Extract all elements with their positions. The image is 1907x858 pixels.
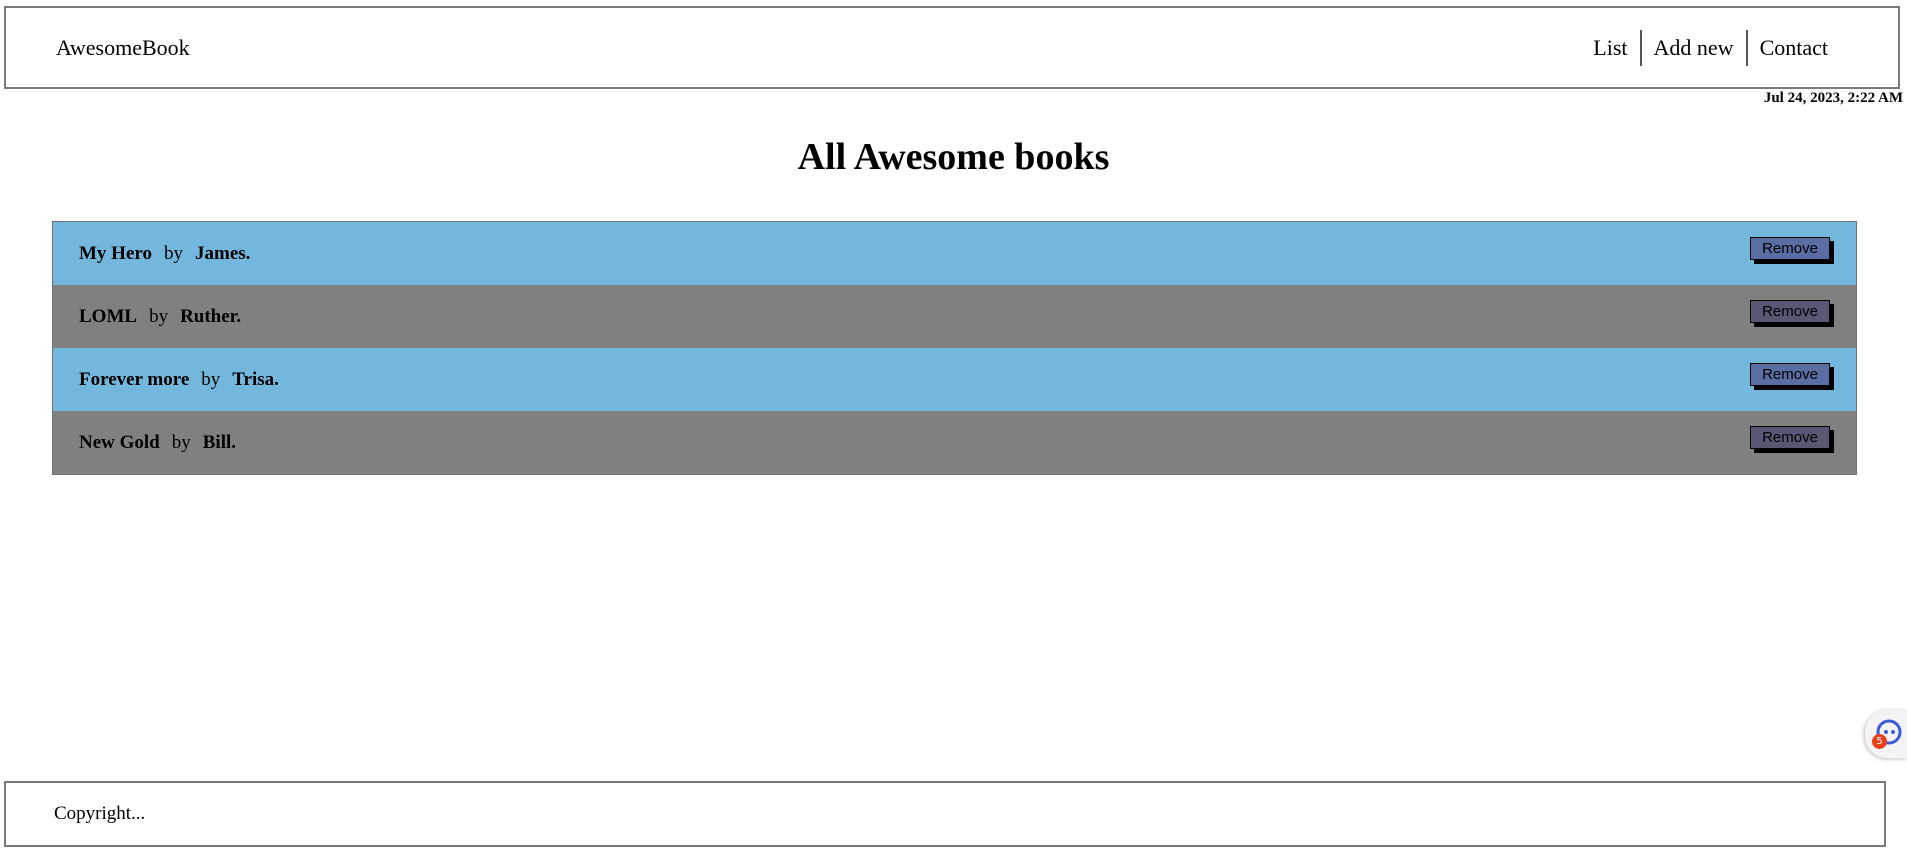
site-header: AwesomeBook List Add new Contact — [4, 6, 1900, 89]
book-by-label: by — [164, 242, 183, 264]
book-title: Forever more — [79, 368, 190, 390]
book-row: Forever more by Trisa. Remove — [53, 348, 1856, 411]
book-row: My Hero by James. Remove — [53, 222, 1856, 285]
site-footer: Copyright... — [4, 781, 1886, 847]
book-title: LOML — [79, 305, 138, 327]
remove-button[interactable]: Remove — [1750, 300, 1830, 323]
nav-divider — [1639, 29, 1642, 66]
nav-divider — [1745, 29, 1748, 66]
book-row: LOML by Ruther. Remove — [53, 285, 1856, 348]
copyright-text: Copyright... — [54, 803, 146, 824]
remove-button[interactable]: Remove — [1750, 426, 1830, 449]
remove-button[interactable]: Remove — [1750, 237, 1830, 260]
nav-link-add-new[interactable]: Add new — [1653, 34, 1734, 60]
main-nav: List Add new Contact — [1581, 8, 1840, 87]
book-title: New Gold — [79, 431, 160, 453]
book-author: James. — [195, 242, 251, 264]
notification-badge: 5 — [1872, 734, 1887, 749]
book-author: Ruther. — [180, 305, 242, 327]
assistant-face-icon — [1876, 719, 1902, 745]
book-title: My Hero — [79, 242, 152, 264]
current-date: Jul 24, 2023, 2:22 AM — [1763, 90, 1903, 106]
book-by-label: by — [201, 368, 221, 390]
nav-link-list[interactable]: List — [1593, 34, 1628, 60]
book-author: Trisa. — [232, 368, 279, 390]
book-list: My Hero by James. Remove LOML by Ruther.… — [52, 221, 1857, 475]
brand-logo[interactable]: AwesomeBook — [56, 35, 190, 60]
remove-button[interactable]: Remove — [1750, 363, 1830, 386]
page-title: All Awesome books — [797, 136, 1110, 178]
nav-link-contact[interactable]: Contact — [1759, 34, 1828, 60]
assistant-widget[interactable]: 5 — [1865, 710, 1907, 758]
book-by-label: by — [171, 431, 191, 453]
book-row: New Gold by Bill. Remove — [53, 411, 1856, 474]
book-by-label: by — [149, 305, 169, 327]
book-author: Bill. — [202, 431, 237, 453]
